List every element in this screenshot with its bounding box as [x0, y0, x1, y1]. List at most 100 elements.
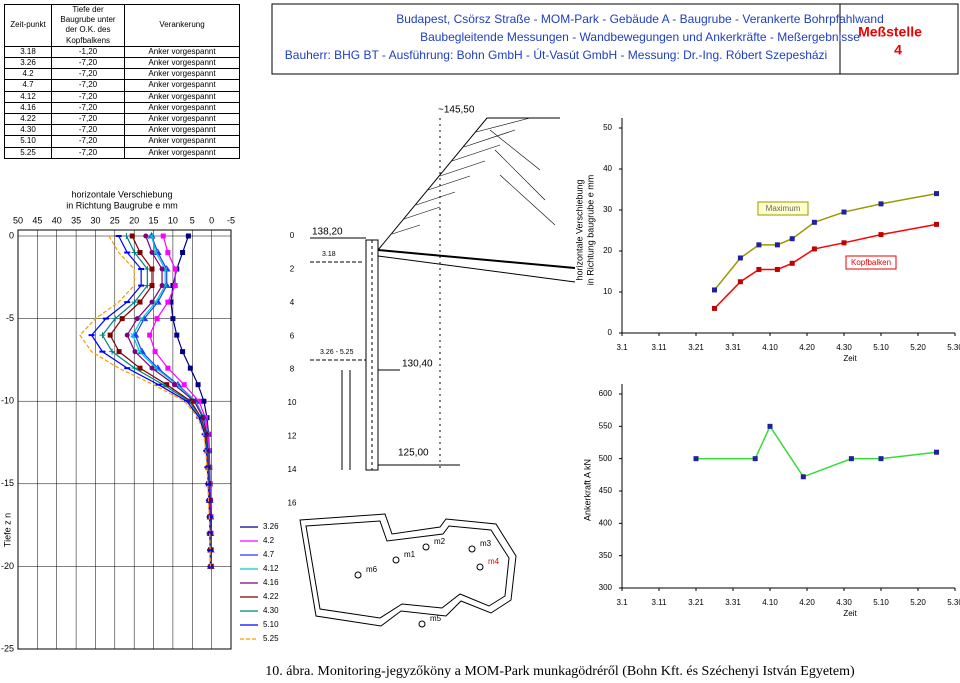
x-axis-label: in Richtung Baugrube e mm — [66, 200, 178, 210]
marker — [123, 233, 130, 239]
measure-point — [418, 620, 426, 628]
table-cell: -7,20 — [51, 135, 125, 148]
diagram-label: ~145,50 — [438, 105, 475, 116]
depth-tick-label: 10 — [288, 398, 297, 407]
caption: 10. ábra. Monitoring-jegyzőköny a MOM-Pa… — [265, 664, 855, 679]
y-axis-label: Ankerkraft A kN — [582, 459, 592, 521]
diagram-label: 3.26 - 5.25 — [320, 349, 354, 356]
table-row: 4.2 -7,20 Anker vorgespannt — [4, 68, 240, 81]
table-row: 5.25 -7,20 Anker vorgespannt — [4, 146, 240, 159]
marker — [149, 250, 155, 256]
x-tick-label: 0 — [209, 215, 214, 225]
x-tick-label: 4.10 — [762, 343, 778, 352]
marker — [149, 299, 155, 305]
x-axis-label: Zeit — [843, 609, 857, 618]
x-tick-label: 5.30 — [947, 598, 960, 607]
marker — [137, 250, 143, 256]
marker — [181, 382, 187, 388]
marker — [811, 246, 817, 252]
marker — [878, 201, 884, 207]
table-cell: -7,20 — [51, 79, 125, 92]
marker — [107, 332, 113, 338]
marker — [187, 365, 193, 371]
marker — [144, 266, 151, 273]
table-cell: -7,20 — [51, 146, 125, 159]
y-axis-label: in Richtung baugrube e mm — [585, 175, 595, 286]
y-tick-label: -15 — [1, 478, 14, 488]
y-tick-label: 600 — [599, 389, 613, 398]
measure-point-label: m3 — [480, 539, 492, 548]
marker — [112, 315, 119, 322]
header-line: Bauherr: BHG BT - Ausführung: Bohn GmbH … — [285, 47, 827, 62]
x-tick-label: 50 — [13, 215, 23, 225]
marker — [185, 233, 191, 239]
marker — [737, 279, 743, 285]
marker — [712, 305, 717, 311]
station-number: 4 — [894, 42, 902, 58]
measure-point-label: m2 — [434, 537, 446, 546]
x-tick-label: 25 — [110, 215, 120, 225]
depth-tick-label: 8 — [290, 365, 295, 374]
x-tick-label: 35 — [71, 215, 81, 225]
marker — [180, 349, 186, 355]
series-line — [713, 223, 937, 309]
marker — [172, 266, 178, 272]
x-tick-label: -5 — [227, 215, 235, 225]
marker — [139, 316, 145, 321]
series-line — [79, 235, 212, 567]
marker — [800, 474, 806, 480]
marker — [774, 242, 780, 248]
table-cell: -1,20 — [51, 45, 125, 59]
marker — [149, 233, 154, 239]
table-cell: -7,20 — [51, 68, 125, 81]
legend-label: 5.25 — [263, 634, 279, 643]
x-tick-label: 15 — [149, 215, 159, 225]
table-cell: 3.26 — [4, 57, 52, 70]
legend-label: 3.26 — [263, 522, 279, 531]
series-label-box — [845, 255, 897, 270]
series-line — [696, 424, 937, 478]
x-axis-label: Zeit — [843, 354, 857, 363]
marker — [934, 221, 939, 227]
x-tick-label: 3.11 — [652, 343, 668, 352]
marker — [180, 250, 186, 256]
marker — [160, 233, 166, 239]
measure-point-label: m1 — [404, 550, 416, 559]
marker — [201, 398, 207, 404]
x-tick-label: 3.31 — [725, 598, 741, 607]
legend-label: 5.10 — [263, 620, 279, 629]
marker — [767, 423, 773, 429]
measure-point — [392, 556, 400, 564]
y-tick-label: 0 — [608, 328, 613, 337]
series-label: Kopfbalken — [851, 258, 891, 267]
measure-point — [476, 563, 484, 571]
legend-label: 4.7 — [263, 550, 275, 559]
x-tick-label: 4.10 — [762, 598, 778, 607]
series-line — [713, 192, 937, 291]
measure-point — [354, 571, 362, 579]
x-tick-label: 3.11 — [652, 598, 668, 607]
table-cell: Anker vorgespannt — [124, 79, 240, 92]
marker — [154, 316, 160, 322]
measure-point-label: m4 — [488, 557, 500, 566]
depth-tick-label: 16 — [288, 498, 297, 507]
y-tick-label: -25 — [1, 643, 14, 653]
table-header: Zeit-punkt Tiefe der Baugrube unter der O… — [4, 4, 240, 47]
y-tick-label: 10 — [603, 287, 612, 296]
marker — [149, 283, 155, 289]
y-tick-label: 500 — [599, 454, 613, 463]
table-cell: Anker vorgespannt — [124, 146, 240, 159]
marker — [165, 250, 171, 256]
marker — [134, 316, 140, 322]
table-cell: Anker vorgespannt — [124, 124, 240, 137]
measure-point — [468, 545, 476, 553]
marker — [848, 456, 854, 462]
marker — [878, 456, 884, 462]
table-row: 3.18 -1,20 Anker vorgespannt — [4, 45, 240, 59]
marker — [153, 299, 159, 305]
header-box — [271, 3, 959, 75]
y-axis-label: Tiefe z n — [2, 513, 12, 547]
marker — [878, 232, 884, 238]
table-cell: 4.22 — [4, 113, 52, 126]
